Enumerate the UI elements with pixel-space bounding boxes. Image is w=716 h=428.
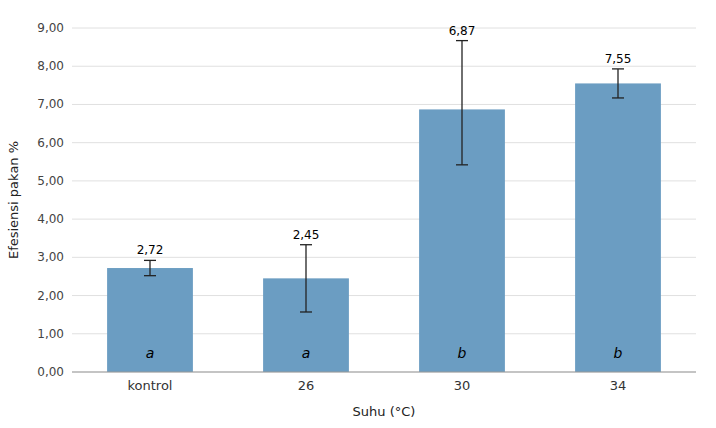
y-tick-label: 3,00 bbox=[37, 250, 64, 264]
bars bbox=[107, 83, 661, 372]
y-grid bbox=[72, 28, 696, 372]
bar bbox=[107, 268, 193, 372]
grid-line bbox=[72, 372, 696, 373]
error-bar bbox=[300, 245, 312, 312]
y-tick-label: 1,00 bbox=[37, 327, 64, 341]
x-axis: kontrol 26 30 34 bbox=[128, 378, 627, 393]
y-axis-title: Efesiensi pakan % bbox=[6, 141, 21, 259]
data-labels: 2,72 2,45 6,87 7,55 bbox=[137, 24, 632, 258]
bar bbox=[575, 83, 661, 372]
y-axis: 0,00 1,00 2,00 3,00 4,00 5,00 6,00 7,00 8,00 9,00 bbox=[37, 21, 64, 379]
annotations: aabb bbox=[146, 345, 623, 361]
annotation: b bbox=[614, 345, 623, 361]
y-tick-label: 0,00 bbox=[37, 365, 64, 379]
y-tick-label: 8,00 bbox=[37, 59, 64, 73]
x-tick-label: 30 bbox=[454, 378, 471, 393]
y-tick-label: 6,00 bbox=[37, 136, 64, 150]
annotation: a bbox=[302, 345, 311, 361]
x-axis-line bbox=[72, 372, 696, 373]
x-tick-label: kontrol bbox=[128, 378, 173, 393]
y-tick-label: 4,00 bbox=[37, 212, 64, 226]
error-bars bbox=[144, 41, 624, 312]
annotation: b bbox=[458, 345, 467, 361]
error-bar bbox=[612, 69, 624, 98]
data-label: 6,87 bbox=[449, 24, 476, 38]
x-tick-label: 34 bbox=[610, 378, 627, 393]
data-label: 2,72 bbox=[137, 243, 164, 257]
chart-svg: 0,00 1,00 2,00 3,00 4,00 5,00 6,00 7,00 8,00 9,00… bbox=[0, 0, 716, 428]
y-tick-label: 5,00 bbox=[37, 174, 64, 188]
data-label: 2,45 bbox=[293, 228, 320, 242]
chart-container: 0,00 1,00 2,00 3,00 4,00 5,00 6,00 7,00 8,00 9,00… bbox=[0, 0, 716, 428]
error-bar bbox=[144, 260, 156, 275]
x-tick-label: 26 bbox=[298, 378, 315, 393]
y-tick-label: 7,00 bbox=[37, 97, 64, 111]
y-tick-label: 2,00 bbox=[37, 289, 64, 303]
x-axis-title: Suhu (°C) bbox=[353, 404, 416, 419]
error-bar bbox=[456, 41, 468, 165]
data-label: 7,55 bbox=[605, 52, 632, 66]
grid-line bbox=[72, 66, 696, 67]
annotation: a bbox=[146, 345, 155, 361]
y-tick-label: 9,00 bbox=[37, 21, 64, 35]
grid-line bbox=[72, 28, 696, 29]
